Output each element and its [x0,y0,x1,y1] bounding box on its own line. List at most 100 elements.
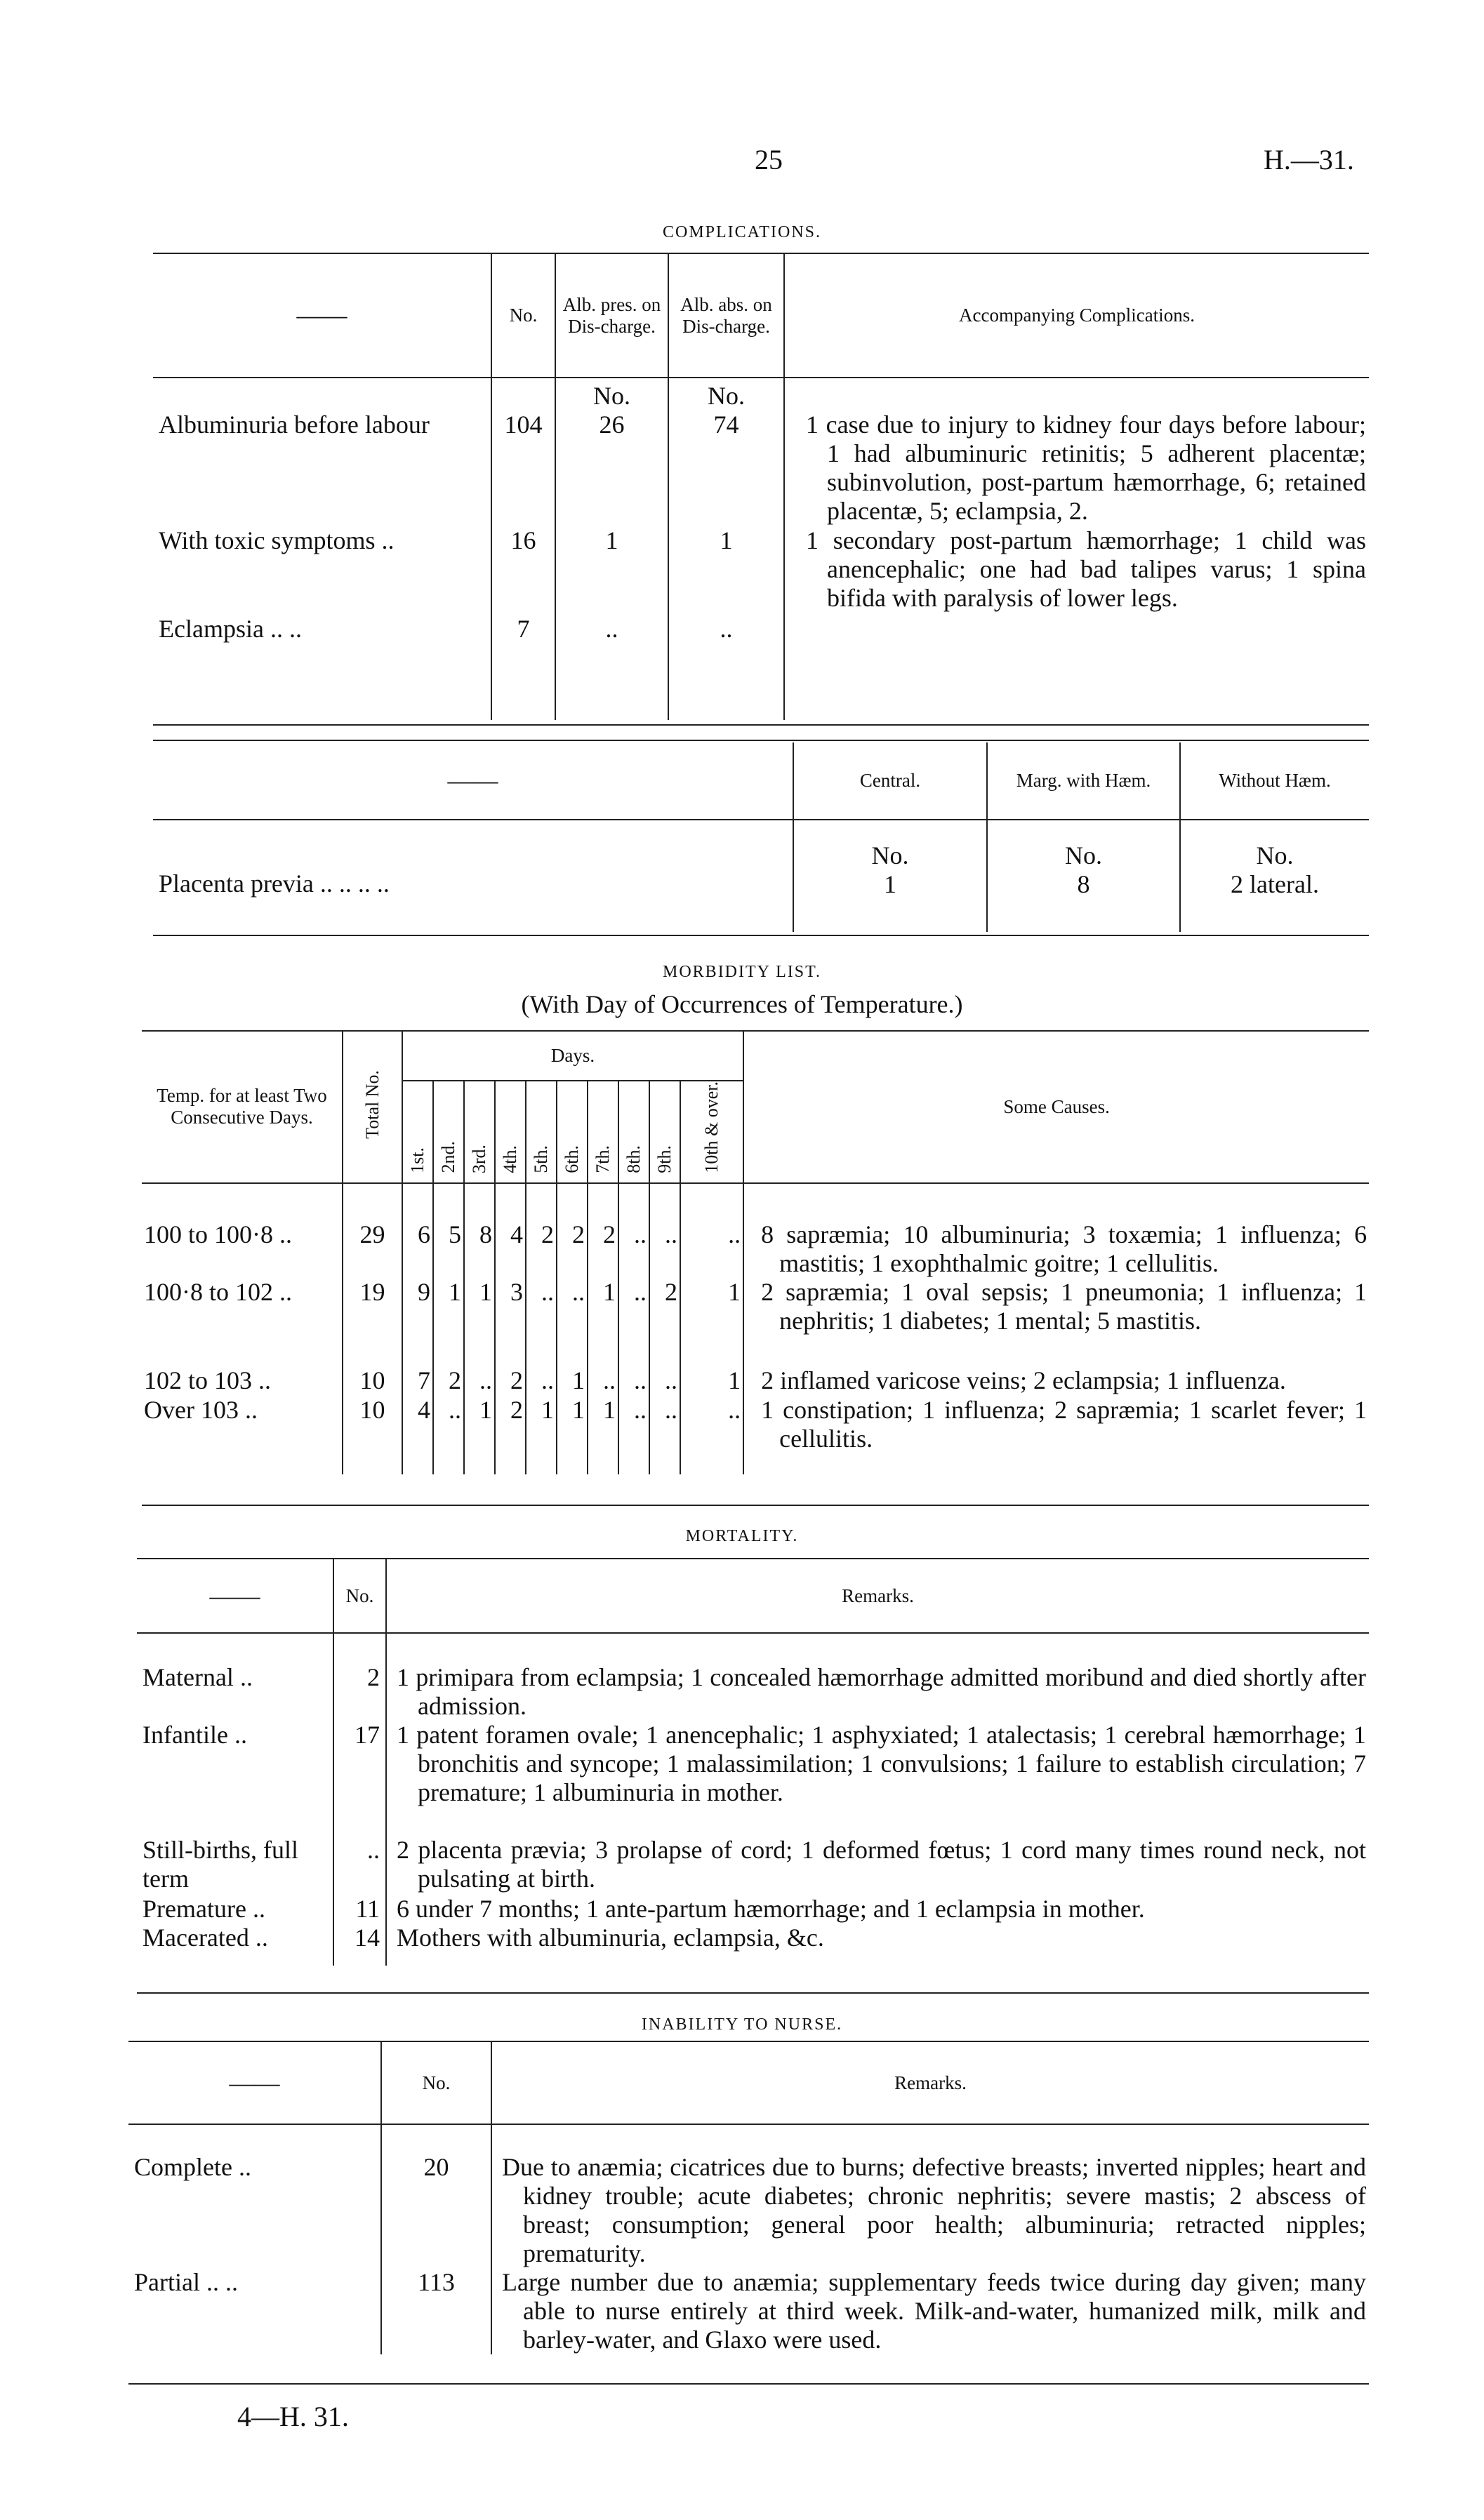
cell-day: 1 [679,1277,744,1366]
cell-no: 11 [333,1895,386,1924]
divider [142,1030,1369,1032]
cell-marginal: No. 8 [986,820,1180,932]
cell-total: 10 [342,1366,402,1396]
column-header-causes: Some Causes. [743,1032,1370,1183]
row-label: Complete .. [134,2153,251,2181]
table-row: Partial .. .. 113 Large number due to anæm… [128,2268,1369,2354]
divider [128,2383,1369,2385]
cell-day: .. [679,1395,744,1474]
cell-day: .. [649,1395,680,1474]
cell-day: 1 [463,1277,495,1366]
cell-day: .. [556,1277,588,1366]
cell-day: 1 [679,1366,744,1396]
row-label: Still-births, full term [143,1836,299,1893]
cell-day: 1 [463,1395,495,1474]
table-row: Premature .. 11 6 under 7 months; 1 ante-p… [137,1895,1369,1924]
table-row: 100·8 to 102 .. 19 9 1 1 3.... 1.. 2 1 2 sapræmia… [142,1277,1370,1366]
day-header-label: 10th & over. [701,1081,722,1173]
cell-day: 7 [402,1366,433,1396]
cell-day: 2 [587,1182,618,1278]
day-header-label: 9th. [654,1145,675,1173]
table-row: Maternal .. 2 1 primipara from eclampsia; … [137,1633,1369,1721]
morbidity-subtitle: (With Day of Occurrences of Temperature.… [521,990,963,1018]
cell-alb-pres: .. [555,615,668,720]
cell-day: 1 [587,1395,618,1474]
cell-remarks: 2 placenta prævia; 3 prolapse of cord; 1… [385,1836,1369,1895]
day-header-label: 6th. [562,1145,582,1173]
cell-alb-abs: No. 74 [668,378,784,526]
divider [153,253,1369,254]
row-temp: 102 to 103 .. [144,1366,272,1394]
table-row: Complete .. 20 Due to anæmia; cicatrices d… [128,2124,1369,2268]
cell-total: 19 [342,1277,402,1366]
nurse-table: —— No. Remarks. Complete .. 20 Due to anæm… [128,2042,1369,2354]
column-header: —— [229,2068,280,2097]
cell-day: 2 [494,1395,526,1474]
column-header: Remarks. [491,2042,1369,2124]
cell-no: 7 [491,615,555,720]
cell-no: 2 [333,1633,386,1721]
table-row: 102 to 103 .. 10 7 2.. 2.. 1...... 1 2 inflamed… [142,1366,1370,1396]
document-reference: H.—31. [1264,144,1354,175]
cell-day: .. [618,1182,649,1278]
cell-remarks: 6 under 7 months; 1 ante-partum hæmorrha… [385,1895,1369,1924]
row-temp: Over 103 .. [144,1395,258,1424]
cell-day: .. [587,1366,618,1396]
cell-no: .. [333,1836,386,1895]
cell-remarks: Due to anæmia; cicatrices due to burns; … [491,2124,1369,2268]
cell-alb-pres: No. 26 [555,378,668,526]
column-header: No. [491,254,555,378]
cell-no: 113 [380,2268,491,2354]
row-label: Infantile .. [143,1721,247,1749]
column-header: Alb. pres. on Dis-charge. [555,254,668,378]
page-number: 25 [755,144,783,175]
row-label: Placenta previa .. .. .. .. [159,869,390,898]
cell-causes: 1 constipation; 1 influenza; 2 sapræmia;… [743,1395,1370,1474]
cell-causes: 2 inflamed varicose veins; 2 eclampsia; … [743,1366,1370,1396]
column-header: Central. [793,742,987,820]
row-label: Maternal .. [143,1663,253,1691]
day-header-cell: 6th. [556,1081,588,1183]
cell-day: 1 [587,1277,618,1366]
cell-remarks [783,615,1369,720]
nurse-title: INABILITY TO NURSE. [641,2015,843,2034]
row-label: Eclampsia .. .. [159,615,302,643]
table-row: 100 to 100·8 .. 29 6 5 8 4 2 2 2...... 8 sapræmia… [142,1182,1370,1278]
divider [142,1505,1369,1506]
table-row: Over 103 .. 10 4.. 1 2 1 1 1...... 1 constipatio… [142,1395,1370,1474]
column-header: —— [447,766,498,794]
cell-day: 5 [432,1182,464,1278]
day-header-cell: 10th & over. [679,1081,744,1183]
cell-total: 10 [342,1395,402,1474]
cell-remarks: 1 primipara from eclampsia; 1 concealed … [385,1633,1369,1721]
cell-day: .. [463,1366,495,1396]
cell-remarks: Mothers with albuminuria, eclampsia, &c. [385,1924,1369,1966]
day-header-cell: 8th. [618,1081,649,1183]
row-label: Albuminuria before labour [159,411,430,439]
divider [153,935,1369,936]
table-row: Still-births, full term.. 2 placenta præv… [137,1836,1369,1895]
column-header: Remarks. [385,1559,1369,1633]
day-header-label: 8th. [623,1145,644,1173]
cell-remarks: 1 secondary post-partum hæmorrhage; 1 ch… [783,526,1369,615]
day-header-cell: 2nd. [432,1081,464,1183]
divider [137,1992,1369,1994]
cell-day: .. [525,1277,557,1366]
cell-no: 16 [491,526,555,615]
day-header-cell: 3rd. [463,1081,495,1183]
cell-causes: 2 sapræmia; 1 oval sepsis; 1 pneumonia; … [743,1277,1370,1366]
cell-day: 2 [494,1366,526,1396]
divider [137,1558,1369,1559]
cell-day: 2 [556,1182,588,1278]
cell-causes: 8 sapræmia; 10 albuminuria; 3 toxæmia; 1… [743,1182,1370,1278]
day-header-label: 4th. [500,1145,520,1173]
cell-day: .. [618,1277,649,1366]
cell-day: .. [618,1366,649,1396]
cell-alb-abs: 1 [668,526,784,615]
divider [153,740,1369,741]
column-header-days: Days. [401,1032,744,1081]
mortality-table: —— No. Remarks. Maternal .. 2 1 primipara … [137,1559,1369,1966]
day-header-label: 7th. [592,1145,613,1173]
complications-title: COMPLICATIONS. [662,223,822,241]
column-header-total: Total No. [362,1069,383,1139]
